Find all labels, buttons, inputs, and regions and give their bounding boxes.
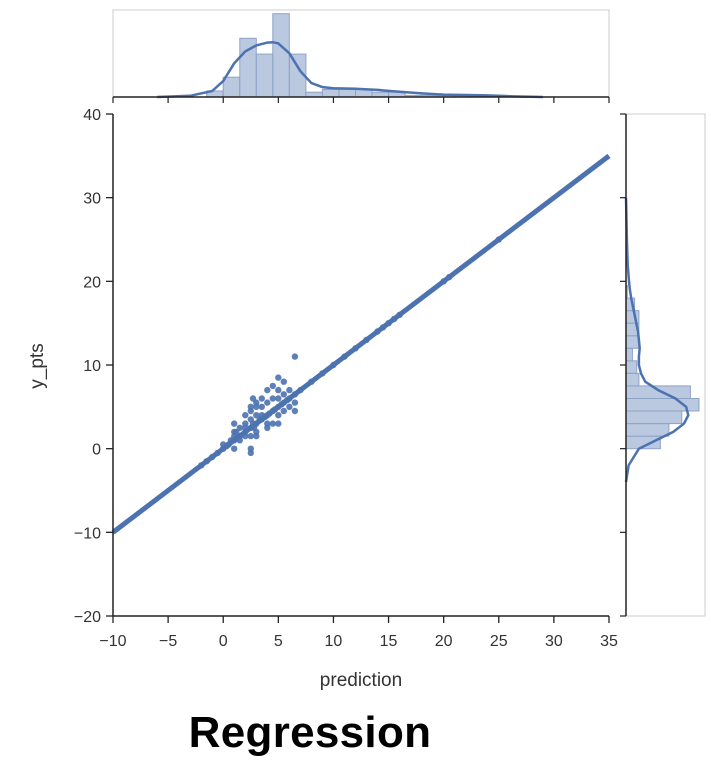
right-histogram-bar — [625, 423, 670, 437]
scatter-point — [291, 399, 299, 406]
y-tick-label: 40 — [83, 107, 101, 124]
x-tick-label: 5 — [274, 633, 283, 650]
y-tick-label: −20 — [74, 609, 101, 626]
y-tick-label: 0 — [92, 442, 101, 459]
regression-line — [111, 153, 611, 535]
scatter-point — [286, 386, 293, 394]
x-tick-label: 20 — [435, 633, 453, 650]
scatter-point — [275, 386, 282, 394]
axes: −10 −5 0 5 10 15 20 25 30 35 −20 −10 0 10 20 30 40 — [74, 107, 618, 650]
top-kde-curve — [157, 40, 543, 99]
scatter-point — [247, 432, 254, 440]
x-tick-label: 30 — [545, 633, 563, 650]
x-tick-label: 25 — [490, 633, 508, 650]
right-marginal-distribution — [620, 113, 706, 617]
y-axis-label: y_pts — [27, 343, 48, 388]
scatter-point — [280, 391, 287, 398]
y-tick-label: 20 — [83, 274, 101, 291]
scatter-point — [269, 382, 276, 390]
scatter-point — [275, 420, 282, 427]
y-tick-label: 30 — [83, 191, 101, 208]
caption-title: Regression — [188, 708, 432, 757]
scatter-point — [231, 445, 238, 452]
top-marginal-distribution — [112, 9, 610, 103]
x-axis-label: prediction — [320, 670, 402, 691]
right-histogram-bar — [625, 360, 638, 374]
right-histogram-bar — [625, 372, 640, 387]
scatter-point — [253, 399, 260, 406]
x-tick-label: 35 — [600, 633, 618, 650]
scatter-point — [264, 399, 271, 406]
plot-background — [113, 114, 609, 616]
x-tick-label: 0 — [219, 633, 228, 650]
y-tick-label: −10 — [74, 525, 101, 542]
scatter-point — [291, 353, 299, 360]
scatter-point — [269, 395, 276, 402]
right-histogram-bar — [625, 398, 700, 412]
scatter-point — [253, 432, 260, 440]
scatter-point — [242, 412, 249, 419]
right-histogram-bar — [625, 347, 633, 362]
top-histogram-bar — [321, 89, 340, 98]
top-marginal-frame — [112, 9, 610, 98]
top-histogram-bar — [338, 89, 356, 98]
scatter-point — [264, 424, 271, 431]
top-histogram-bar — [222, 76, 241, 98]
scatter-point — [258, 403, 265, 410]
x-tick-label: −10 — [99, 633, 126, 650]
scatter-point — [280, 378, 287, 385]
x-tick-label: −5 — [159, 633, 177, 650]
scatter-point — [264, 386, 271, 394]
scatter-point — [269, 420, 276, 427]
x-tick-label: 15 — [380, 633, 398, 650]
regression-line-group — [111, 153, 611, 535]
right-histogram-bar — [625, 410, 683, 425]
scatter-point — [275, 412, 282, 419]
scatter-point — [275, 395, 282, 402]
top-histogram-bar — [272, 13, 290, 98]
scatter-point — [231, 420, 238, 427]
scatter-point — [275, 374, 282, 381]
main-plot-area: −10 −5 0 5 10 15 20 25 30 35 −20 −10 0 10 20 30 40 — [74, 107, 618, 650]
y-tick-label: 10 — [83, 358, 101, 375]
right-histogram-bar — [625, 385, 691, 399]
x-tick-label: 10 — [325, 633, 343, 650]
scatter-point — [247, 403, 254, 410]
right-histogram-bar — [625, 335, 640, 349]
top-histogram-bar — [255, 53, 274, 98]
scatter-point — [280, 407, 287, 415]
scatter-point — [258, 395, 265, 402]
scatter-point — [247, 449, 254, 457]
scatter-point — [236, 424, 243, 431]
scatter-point — [286, 403, 293, 410]
right-kde-curve — [624, 197, 690, 483]
scatter-point — [291, 407, 299, 415]
